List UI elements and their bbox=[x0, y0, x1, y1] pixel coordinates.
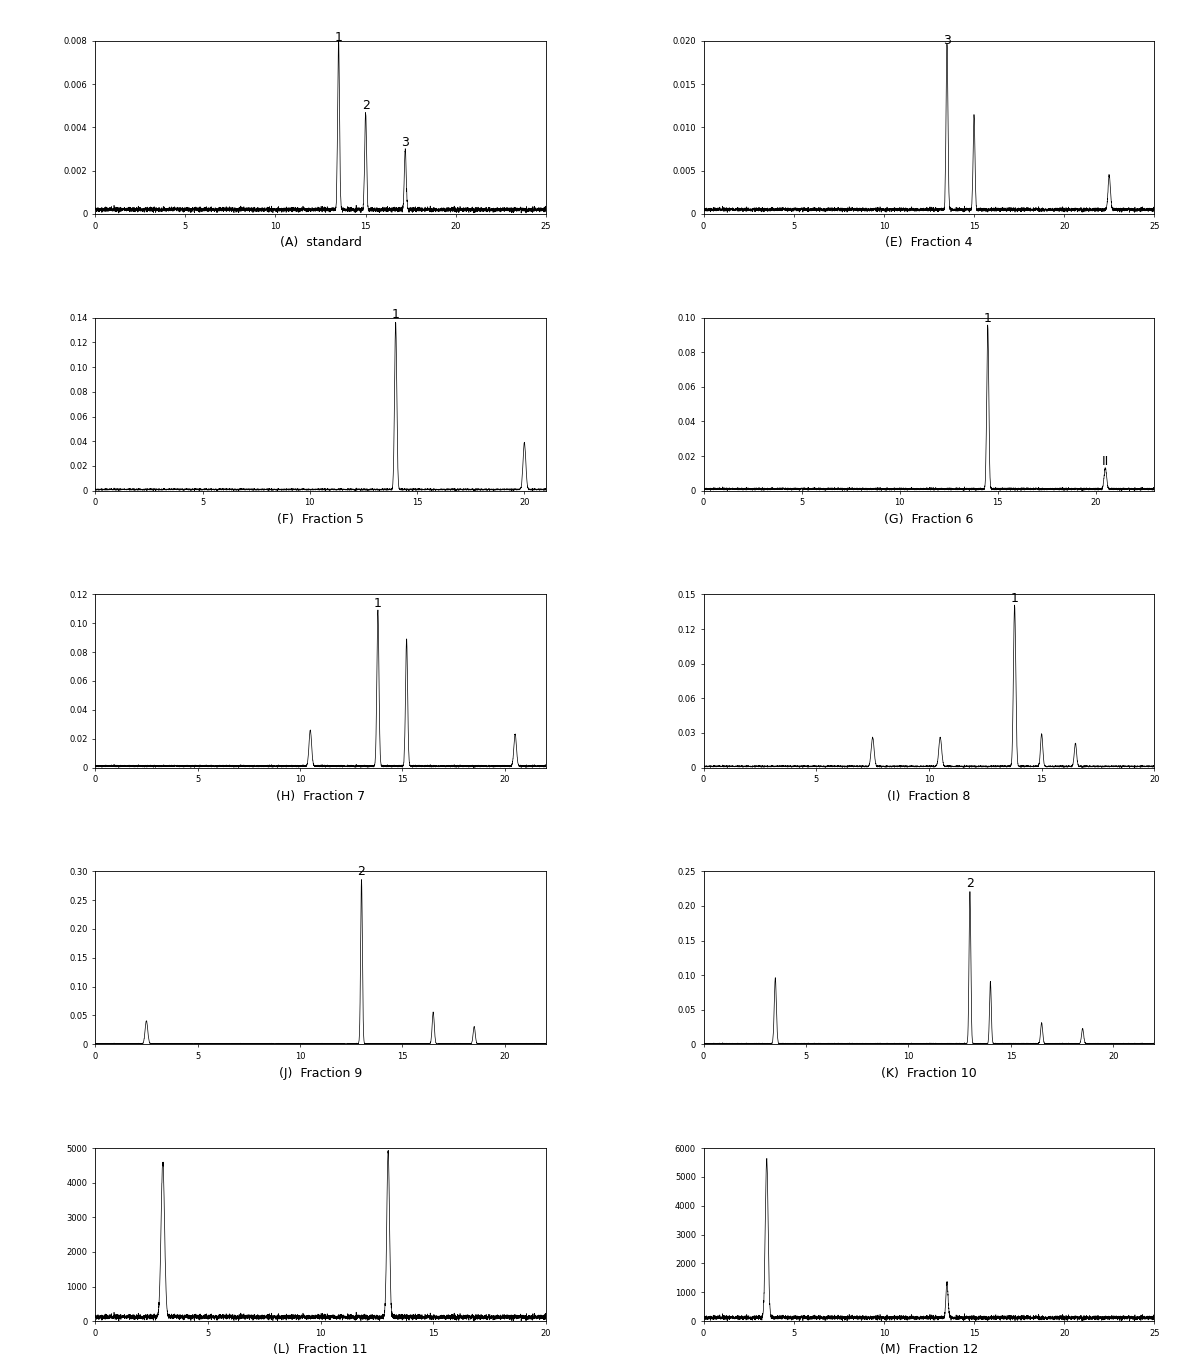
Text: 3: 3 bbox=[401, 136, 409, 148]
X-axis label: (G)  Fraction 6: (G) Fraction 6 bbox=[884, 513, 973, 526]
X-axis label: (A)  standard: (A) standard bbox=[280, 236, 362, 249]
Text: II: II bbox=[1102, 455, 1109, 469]
Text: 1: 1 bbox=[334, 31, 343, 45]
X-axis label: (M)  Fraction 12: (M) Fraction 12 bbox=[879, 1343, 978, 1357]
X-axis label: (I)  Fraction 8: (I) Fraction 8 bbox=[888, 790, 971, 802]
Text: 2: 2 bbox=[357, 865, 365, 878]
X-axis label: (J)  Fraction 9: (J) Fraction 9 bbox=[278, 1066, 362, 1080]
Text: 1: 1 bbox=[392, 308, 400, 321]
X-axis label: (E)  Fraction 4: (E) Fraction 4 bbox=[885, 236, 972, 249]
Text: 3: 3 bbox=[942, 34, 951, 46]
X-axis label: (H)  Fraction 7: (H) Fraction 7 bbox=[276, 790, 365, 802]
Text: 1: 1 bbox=[374, 598, 382, 610]
X-axis label: (L)  Fraction 11: (L) Fraction 11 bbox=[274, 1343, 368, 1357]
X-axis label: (F)  Fraction 5: (F) Fraction 5 bbox=[277, 513, 364, 526]
Text: 2: 2 bbox=[362, 99, 370, 112]
Text: 1: 1 bbox=[1010, 592, 1019, 605]
Text: 2: 2 bbox=[966, 877, 973, 889]
X-axis label: (K)  Fraction 10: (K) Fraction 10 bbox=[881, 1066, 977, 1080]
Text: 1: 1 bbox=[984, 312, 991, 324]
